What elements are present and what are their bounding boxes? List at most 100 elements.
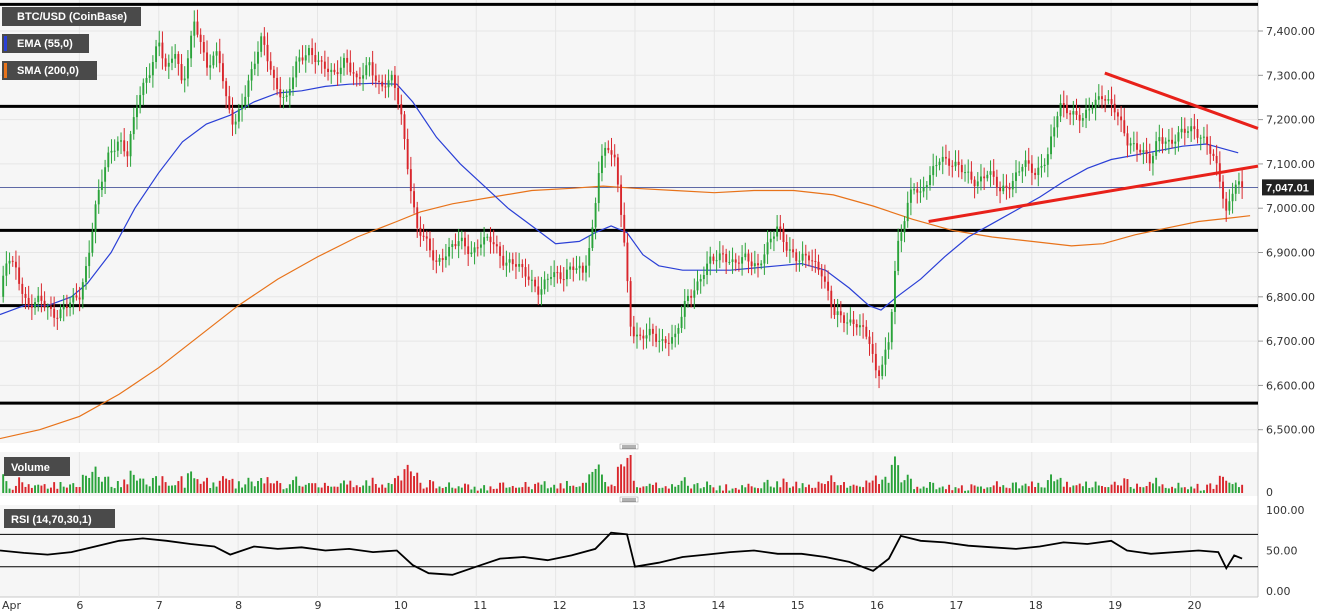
rsi-tag[interactable]: RSI (14,70,30,1)	[4, 509, 115, 528]
candle-body	[1209, 144, 1212, 154]
volume-bar	[43, 484, 46, 493]
candle-body	[795, 252, 798, 262]
volume-bar	[562, 488, 565, 493]
volume-bar	[1072, 485, 1075, 493]
volume-bar	[495, 488, 498, 493]
candle-body	[562, 279, 565, 281]
volume-bar	[1136, 483, 1138, 493]
candle-body	[1002, 185, 1005, 192]
candle-body	[489, 236, 492, 243]
candle-body	[642, 335, 645, 339]
volume-bar	[438, 486, 441, 493]
ema-legend[interactable]: EMA (55,0)	[2, 34, 89, 53]
candle-body	[957, 161, 960, 166]
volume-bar	[209, 488, 212, 493]
candle-body	[250, 69, 253, 81]
candle-body	[686, 295, 689, 302]
candle-body	[88, 252, 91, 267]
candle-body	[757, 263, 759, 266]
candle-body	[1018, 171, 1021, 173]
volume-bar	[922, 486, 925, 493]
volume-bar	[1043, 487, 1046, 493]
volume-bar	[553, 484, 556, 493]
price-pane[interactable]	[0, 0, 1258, 443]
candle-body	[874, 353, 877, 371]
volume-bar	[1148, 481, 1151, 493]
volume-bar	[1104, 487, 1107, 493]
candle-body	[1107, 99, 1110, 101]
ema-55-line	[0, 82, 1239, 316]
volume-bar	[986, 487, 989, 493]
candle-body	[690, 295, 693, 298]
volume-bar	[1078, 483, 1081, 493]
candle-body	[429, 238, 431, 251]
candle-body	[1059, 103, 1062, 117]
volume-bar	[894, 456, 896, 493]
volume-tag[interactable]: Volume	[4, 457, 70, 476]
candle-body	[1225, 198, 1228, 211]
candle-body	[581, 265, 584, 273]
volume-bar	[992, 485, 995, 493]
candle-body	[416, 207, 419, 228]
volume-bar	[1231, 484, 1234, 493]
volume-bar	[346, 484, 349, 493]
pane-splitter-1[interactable]	[619, 443, 639, 450]
volume-bar	[715, 490, 718, 493]
volume-bar	[314, 483, 317, 493]
volume-bar	[158, 485, 161, 493]
volume-bar	[597, 464, 600, 493]
candle-body	[534, 279, 537, 287]
pane-splitter-2[interactable]	[619, 496, 639, 503]
price-tick-label: 6,700.00	[1266, 335, 1315, 348]
volume-bar	[699, 488, 702, 493]
candle-body	[199, 34, 202, 42]
volume-bar	[460, 487, 463, 493]
volume-bar	[30, 487, 33, 493]
volume-bar	[559, 483, 562, 493]
candle-body	[706, 263, 709, 275]
rsi-pane[interactable]	[0, 505, 1258, 597]
volume-bar	[358, 487, 361, 493]
volume-bar	[944, 489, 947, 493]
candle-body	[27, 297, 30, 306]
volume-bar	[839, 485, 842, 493]
volume-bar	[317, 487, 320, 493]
volume-bar	[798, 488, 801, 493]
sma-legend[interactable]: SMA (200,0)	[2, 61, 97, 80]
candle-body	[683, 301, 686, 317]
volume-bar	[897, 465, 900, 493]
symbol-tag[interactable]: BTC/USD (CoinBase)	[2, 7, 141, 26]
volume-bar	[868, 482, 871, 493]
candle-body	[460, 237, 463, 242]
candle-body	[349, 62, 352, 73]
volume-bar	[508, 487, 511, 493]
trendline	[928, 164, 1259, 223]
candle-body	[97, 190, 100, 205]
volume-bar	[1120, 485, 1123, 493]
candle-body	[1237, 181, 1240, 185]
candle-body	[515, 264, 517, 267]
candle-body	[479, 244, 482, 248]
volume-bar	[374, 483, 377, 493]
volume-bar	[107, 476, 110, 493]
candle-body	[600, 155, 603, 174]
candle-body	[884, 349, 887, 365]
candle-body	[1196, 129, 1199, 138]
volume-bar	[980, 486, 982, 493]
volume-bar	[967, 490, 970, 493]
volume-bar	[454, 488, 457, 493]
volume-bar	[1030, 481, 1033, 493]
price-tick-label: 7,100.00	[1266, 158, 1315, 171]
candle-body	[113, 150, 116, 152]
volume-bar	[989, 487, 992, 493]
volume-bar	[24, 486, 27, 493]
volume-bar	[311, 483, 314, 493]
volume-bar	[260, 478, 263, 493]
candle-body	[511, 259, 514, 265]
candle-body	[228, 96, 231, 110]
volume-bar	[142, 478, 145, 493]
volume-bar	[161, 476, 164, 493]
candle-body	[906, 202, 909, 222]
candle-body	[502, 255, 505, 266]
